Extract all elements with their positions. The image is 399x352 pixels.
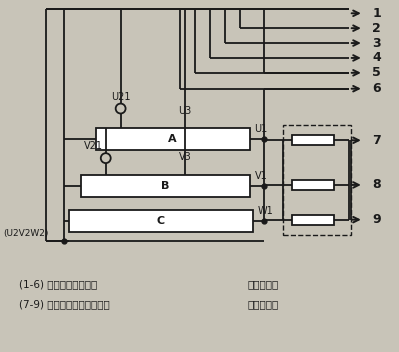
Text: V21: V21 <box>84 141 103 151</box>
Bar <box>283 125 351 234</box>
Text: (U2V2W2): (U2V2W2) <box>4 229 49 238</box>
Text: 8: 8 <box>372 178 381 191</box>
Text: 6: 6 <box>372 82 381 95</box>
Text: (7-9) 号线去电动机转子绕组: (7-9) 号线去电动机转子绕组 <box>20 299 110 309</box>
Text: W1: W1 <box>257 206 273 216</box>
Text: U1: U1 <box>255 124 268 134</box>
Bar <box>292 135 334 145</box>
Text: C: C <box>157 216 165 226</box>
Bar <box>81 175 250 197</box>
Text: 9: 9 <box>372 213 381 226</box>
Text: B: B <box>161 181 170 191</box>
Text: 加装的电阻: 加装的电阻 <box>248 299 279 309</box>
Text: 4: 4 <box>372 51 381 64</box>
Text: 7: 7 <box>372 134 381 147</box>
Text: U3: U3 <box>178 106 192 115</box>
Bar <box>292 215 334 225</box>
Text: 1: 1 <box>372 7 381 20</box>
Text: U21: U21 <box>111 92 130 102</box>
Text: 5: 5 <box>372 66 381 79</box>
Text: 虚线框内为: 虚线框内为 <box>248 279 279 289</box>
Text: (1-6) 号线去联动控制台: (1-6) 号线去联动控制台 <box>20 279 98 289</box>
Text: 2: 2 <box>372 22 381 35</box>
Text: V3: V3 <box>179 152 192 162</box>
Text: 3: 3 <box>372 37 381 50</box>
Bar <box>69 210 253 232</box>
Text: V1: V1 <box>255 171 267 181</box>
Bar <box>292 180 334 190</box>
Bar <box>96 128 250 150</box>
Text: A: A <box>168 134 177 144</box>
